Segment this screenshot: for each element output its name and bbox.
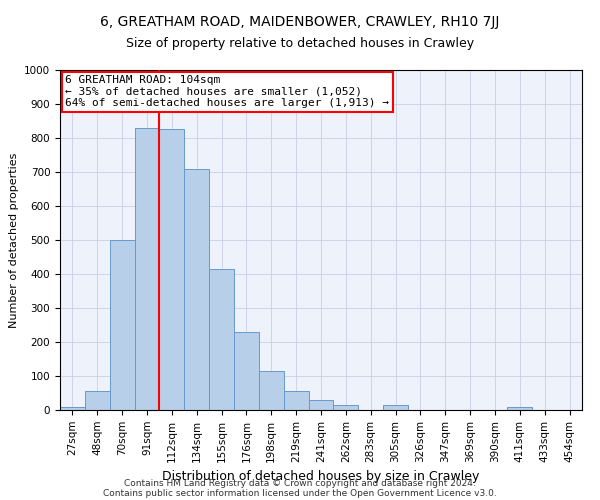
Bar (209, 269, 234, 410)
Bar (60, 408, 85, 410)
Bar (259, 371, 284, 410)
Bar (308, 400, 334, 410)
Text: Contains HM Land Registry data © Crown copyright and database right 2024.: Contains HM Land Registry data © Crown c… (124, 478, 476, 488)
Bar (160, 130, 184, 410)
Bar (383, 405, 408, 410)
Bar (284, 392, 308, 410)
Bar (234, 332, 259, 410)
Bar (85, 390, 110, 410)
Bar (110, 240, 134, 410)
Text: Size of property relative to detached houses in Crawley: Size of property relative to detached ho… (126, 38, 474, 51)
Text: Contains public sector information licensed under the Open Government Licence v3: Contains public sector information licen… (103, 488, 497, 498)
Text: 6 GREATHAM ROAD: 104sqm
← 35% of detached houses are smaller (1,052)
64% of semi: 6 GREATHAM ROAD: 104sqm ← 35% of detache… (65, 75, 389, 108)
Bar (334, 405, 358, 410)
Bar (508, 406, 532, 410)
Bar (184, 168, 209, 410)
Bar (134, 128, 160, 410)
X-axis label: Distribution of detached houses by size in Crawley: Distribution of detached houses by size … (163, 470, 479, 483)
Y-axis label: Number of detached properties: Number of detached properties (8, 152, 19, 328)
Text: 6, GREATHAM ROAD, MAIDENBOWER, CRAWLEY, RH10 7JJ: 6, GREATHAM ROAD, MAIDENBOWER, CRAWLEY, … (100, 15, 500, 29)
